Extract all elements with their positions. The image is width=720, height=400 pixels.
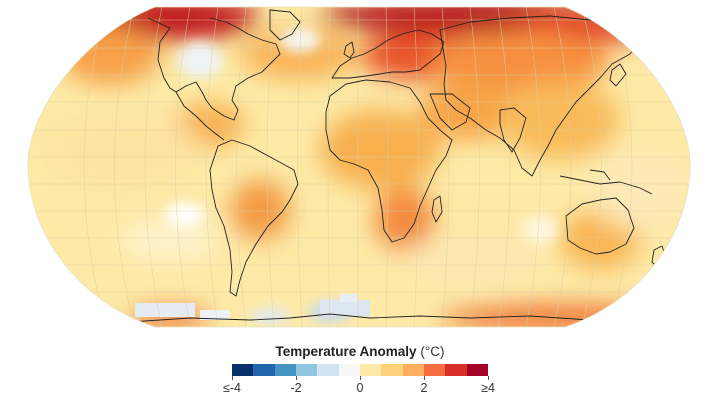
color-swatch xyxy=(445,364,467,376)
legend-tick-label: 2 xyxy=(420,381,428,395)
color-swatch xyxy=(423,364,446,376)
anomaly-field xyxy=(28,7,690,327)
legend-tick-label: ≤-4 xyxy=(223,381,241,395)
legend-tick xyxy=(232,376,233,380)
color-swatch xyxy=(338,364,360,376)
temperature-anomaly-map xyxy=(27,6,691,328)
legend-tick xyxy=(424,376,425,380)
legend-unit: (°C) xyxy=(420,344,445,359)
color-swatch xyxy=(466,364,488,376)
color-swatch xyxy=(232,364,254,376)
legend-tick-label: ≥4 xyxy=(481,381,495,395)
color-scale-bar xyxy=(232,364,488,376)
legend-tick-label: -2 xyxy=(290,381,302,395)
legend: Temperature Anomaly (°C) ≤-4 -2 0 2 ≥4 xyxy=(0,330,720,400)
legend-tick xyxy=(360,376,361,380)
legend-title: Temperature Anomaly (°C) xyxy=(275,344,445,359)
color-swatch xyxy=(253,364,275,376)
legend-tick xyxy=(296,376,297,380)
color-swatch xyxy=(402,364,424,376)
color-swatch xyxy=(381,364,403,376)
color-swatch xyxy=(359,364,382,376)
color-swatch xyxy=(295,364,318,376)
coastlines xyxy=(129,9,667,323)
color-swatch xyxy=(317,364,339,376)
legend-tick-label: 0 xyxy=(356,381,364,395)
color-swatch xyxy=(274,364,296,376)
legend-tick xyxy=(488,376,489,380)
